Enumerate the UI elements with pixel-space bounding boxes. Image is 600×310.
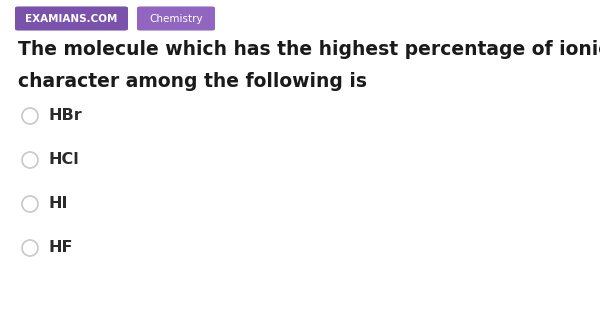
Text: EXAMIANS.COM: EXAMIANS.COM xyxy=(25,14,118,24)
Text: HCl: HCl xyxy=(48,153,79,167)
Text: HF: HF xyxy=(48,241,73,255)
Circle shape xyxy=(22,108,38,124)
Circle shape xyxy=(22,196,38,212)
Text: Chemistry: Chemistry xyxy=(149,14,203,24)
Circle shape xyxy=(22,240,38,256)
Text: HBr: HBr xyxy=(48,108,82,123)
Text: HI: HI xyxy=(48,197,67,211)
Text: character among the following is: character among the following is xyxy=(18,72,367,91)
Text: The molecule which has the highest percentage of ionic: The molecule which has the highest perce… xyxy=(18,40,600,59)
Circle shape xyxy=(22,152,38,168)
